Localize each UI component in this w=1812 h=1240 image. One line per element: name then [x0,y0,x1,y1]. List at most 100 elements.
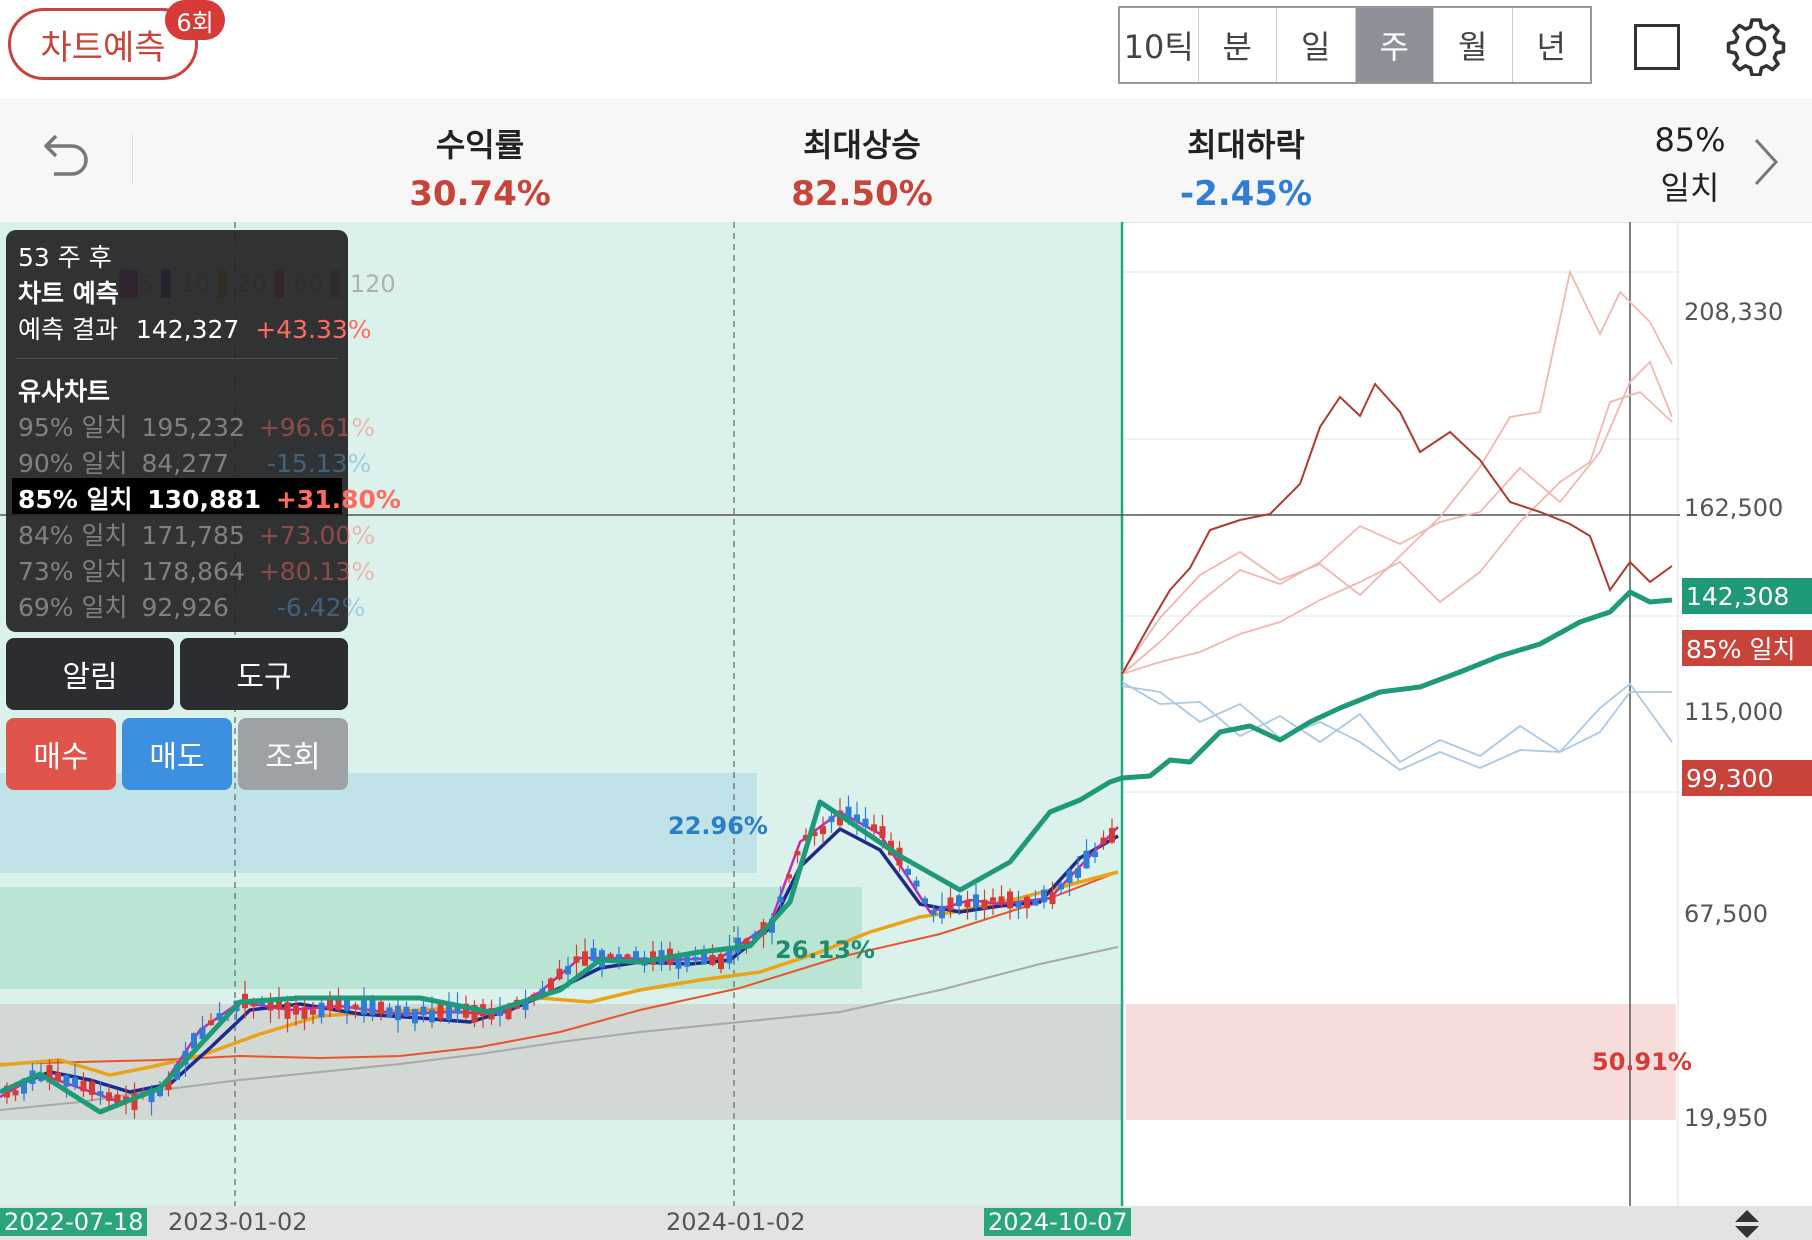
candle-body [913,880,920,887]
similar-value-90: 84,277 [141,449,229,478]
candle-body [633,951,639,960]
tab-10tick[interactable]: 10틱 [1120,8,1199,82]
match-selector[interactable]: 85% 일치 [1630,116,1750,212]
inquiry-button[interactable]: 조회 [238,718,348,790]
gear-icon[interactable] [1726,16,1786,76]
buy-button[interactable]: 매수 [6,718,116,790]
stat-max-fall-value: -2.45% [1179,174,1313,214]
x-tick-current: 2024-10-07 [984,1208,1132,1236]
candle-body [582,951,588,966]
alarm-button[interactable]: 알림 [6,638,174,710]
y-tick-208330: 208,330 [1684,298,1784,326]
tab-month[interactable]: 월 [1434,8,1513,82]
candle-body [998,896,1005,905]
candle-body [973,894,979,908]
similar-row-85[interactable]: 85% 일치 130,881 +31.80% [18,480,401,516]
current-price-tag: 142,308 [1682,578,1812,614]
candle-body [352,1004,359,1010]
stat-return: 수익률 30.74% [360,120,600,214]
candle-body [1066,870,1073,883]
predict-count-badge: 6회 [165,0,225,40]
stat-max-rise: 최대상승 82.50% [742,120,982,214]
candle-body [607,953,614,959]
panel-divider [16,358,338,359]
tab-minute[interactable]: 분 [1199,8,1277,82]
candle-body [327,996,333,1011]
candle-body [709,955,716,966]
zone-label-26: 26.13% [775,936,875,964]
weeks-after: 53 주 후 [18,243,112,272]
tab-day[interactable]: 일 [1277,8,1356,82]
similar-chart-69 [1121,685,1672,772]
candle-body [718,953,724,970]
candle-body [820,825,826,835]
candle-body [854,814,860,822]
similar-label-84: 84% 일치 [18,521,128,550]
candle-body [454,1005,461,1014]
candle-body [437,1004,444,1020]
candle-body [565,966,571,975]
similar-pct-73: +80.13% [258,557,376,586]
sell-button[interactable]: 매도 [122,718,232,790]
candle-body [114,1094,121,1105]
candle-body [1049,892,1056,905]
tools-button[interactable]: 도구 [180,638,348,710]
tab-week[interactable]: 주 [1355,8,1434,82]
zone-band-1 [0,773,757,873]
candle-body [879,826,886,839]
zone-label-50: 50.91% [1592,1048,1692,1076]
similar-row-90[interactable]: 90% 일치 84,277 -15.13% [18,444,371,480]
match-price-tag: 85% 일치 [1682,630,1812,666]
similar-row-73[interactable]: 73% 일치 178,864 +80.13% [18,552,375,588]
similar-row-69[interactable]: 69% 일치 92,926 -6.42% [18,588,365,624]
candle-body [539,988,546,997]
similar-value-73: 178,864 [141,557,245,586]
candle-body [930,909,937,916]
similar-value-85: 130,881 [147,485,262,514]
scroll-arrows-icon[interactable] [1732,1208,1762,1240]
x-axis [0,1206,1812,1240]
similar-pct-84: +73.00% [258,521,376,550]
candle-body [191,1033,197,1049]
candle-body [395,1005,401,1021]
similar-chart-73 [1121,390,1673,675]
candle-body [505,1008,512,1020]
candle-body [845,806,852,821]
ma-legend-120: 120 [349,270,396,298]
x-tick-2023: 2023-01-02 [168,1208,308,1236]
chevron-right-icon[interactable] [1748,134,1784,190]
candle-body [922,898,928,904]
candle-body [276,999,282,1010]
candle-body [1024,896,1030,909]
similar-pct-95: +96.61% [258,413,376,442]
stat-max-fall-label: 최대하락 [1187,126,1305,164]
candle-body [548,978,554,992]
candle-body [429,1009,435,1023]
y-tick-115000: 115,000 [1684,698,1784,726]
stat-return-label: 수익률 [435,126,525,164]
candle-body [794,851,801,856]
price-chart[interactable]: 22.96% 26.13% 50.91% [0,222,1812,1206]
similar-chart-90 [1121,681,1673,764]
similar-row-95[interactable]: 95% 일치 195,232 +96.61% [18,408,375,444]
top-toolbar: 차트예측 6회 10틱 분 일 주 월 년 [0,0,1812,98]
similar-row-84[interactable]: 84% 일치 171,785 +73.00% [18,516,375,552]
similar-pct-85: +31.80% [275,485,401,514]
result-label: 예측 결과 [18,315,118,344]
candle-body [55,1072,61,1081]
candle-body [1058,883,1064,890]
similar-chart-85 [1121,382,1673,675]
grid-lines [1124,271,1680,793]
undo-icon[interactable] [34,128,94,188]
candle-body [89,1081,95,1095]
candle-body [1007,891,1013,909]
candle-body [318,1002,325,1018]
candle-body [1032,899,1039,906]
square-icon[interactable] [1634,24,1680,70]
candle-body [769,918,775,933]
similar-value-84: 171,785 [141,521,245,550]
similar-chart-95 [1121,269,1673,673]
prediction-info-panel: 53 주 후 차트 예측 예측 결과 142,327 +43.33% 유사차트 … [6,230,401,632]
tab-year[interactable]: 년 [1536,28,1566,66]
candle-body [148,1088,155,1103]
